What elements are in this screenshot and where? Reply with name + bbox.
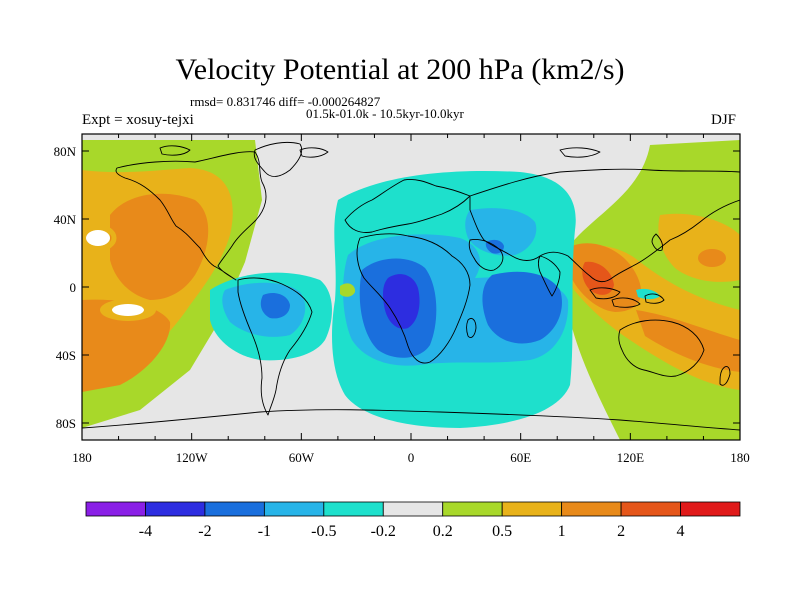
colorbar-swatch bbox=[620, 501, 681, 517]
atlantic-africa-negative bbox=[210, 170, 660, 428]
lon-tick-label: 120E bbox=[617, 450, 645, 465]
lon-tick-label: 180 bbox=[730, 450, 750, 465]
lon-tick-label: 120W bbox=[176, 450, 209, 465]
pacific-positive-west bbox=[82, 140, 262, 428]
season-label: DJF bbox=[711, 112, 737, 128]
experiment-label: Expt = xosuy-tejxi bbox=[82, 112, 194, 128]
coastlines bbox=[82, 141, 740, 431]
colorbar: -4 -2 -1 -0.5 -0.2 0.2 0.5 1 2 4 bbox=[85, 501, 741, 540]
lat-tick-label: 0 bbox=[70, 280, 77, 295]
lat-tick-label: 40S bbox=[56, 348, 76, 363]
lat-tick-label: 40N bbox=[54, 212, 77, 227]
lon-tick-label: 60W bbox=[289, 450, 315, 465]
colorbar-label: -2 bbox=[198, 523, 211, 540]
colorbar-label: -0.5 bbox=[311, 523, 336, 540]
colorbar-label: 0.5 bbox=[492, 523, 512, 540]
colorbar-label: 4 bbox=[677, 523, 685, 540]
lat-tick-label: 80N bbox=[54, 144, 77, 159]
colorbar-label: -1 bbox=[258, 523, 271, 540]
colorbar-label: -4 bbox=[139, 523, 152, 540]
lon-tick-label: 0 bbox=[408, 450, 415, 465]
colorbar-label: 1 bbox=[558, 523, 566, 540]
chart-title: Velocity Potential at 200 hPa (km2/s) bbox=[175, 53, 625, 86]
lon-tick-label: 180 bbox=[72, 450, 92, 465]
colorbar-swatch bbox=[680, 501, 741, 517]
lat-tick-label: 80S bbox=[56, 416, 76, 431]
colorbar-swatch bbox=[204, 501, 265, 517]
colorbar-label: 0.2 bbox=[433, 523, 453, 540]
lon-tick-label: 60E bbox=[510, 450, 531, 465]
colorbar-swatch bbox=[442, 501, 503, 517]
contour-field bbox=[82, 134, 740, 440]
colorbar-swatch bbox=[382, 501, 444, 517]
stats-label: rmsd= 0.831746 diff= -0.000264827 bbox=[190, 94, 381, 109]
colorbar-swatch bbox=[561, 501, 622, 517]
colorbar-swatch bbox=[323, 501, 384, 517]
colorbar-swatch bbox=[501, 501, 563, 517]
colorbar-label: 2 bbox=[617, 523, 625, 540]
period-label: 01.5k-01.0k - 10.5kyr-10.0kyr bbox=[306, 106, 464, 121]
colorbar-swatch bbox=[145, 501, 206, 517]
map-axes: 80N 40N 0 40S 80S 180 120W 60W 0 60E 120E 180 bbox=[54, 134, 750, 465]
colorbar-label: -0.2 bbox=[371, 523, 396, 540]
colorbar-swatch bbox=[85, 501, 146, 517]
colorbar-swatch bbox=[263, 501, 325, 517]
